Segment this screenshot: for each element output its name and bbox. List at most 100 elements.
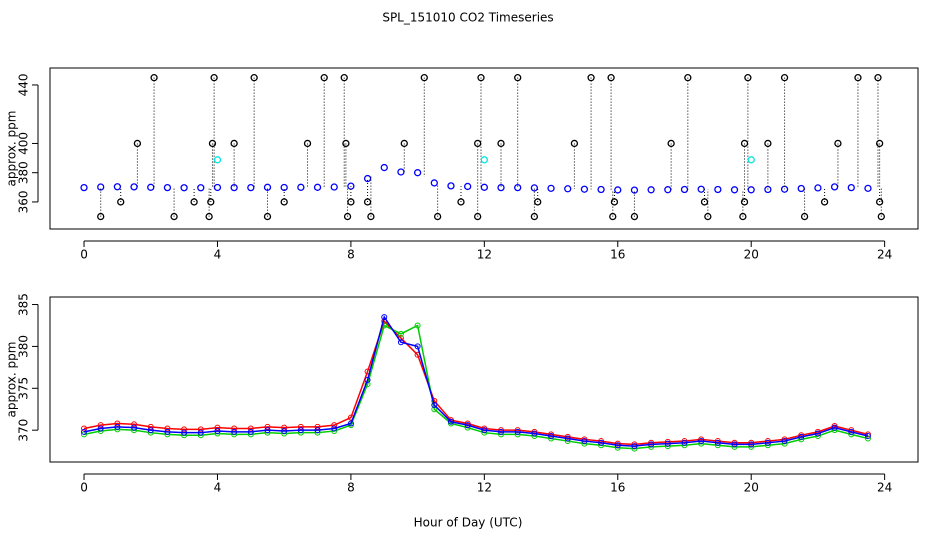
point [263, 212, 272, 221]
point [164, 425, 171, 432]
point [877, 212, 885, 221]
point [397, 168, 405, 176]
point [664, 438, 671, 445]
point [630, 212, 639, 221]
point [530, 212, 539, 221]
point [320, 74, 328, 82]
point [564, 433, 571, 440]
point [330, 183, 338, 191]
point [81, 428, 88, 435]
point [281, 424, 288, 431]
point [213, 183, 222, 192]
point [342, 139, 350, 148]
point [831, 424, 838, 431]
point [205, 212, 213, 221]
point [207, 198, 215, 206]
x-tick-label: 24 [877, 248, 892, 262]
point [474, 212, 482, 221]
point [480, 183, 488, 191]
point [704, 212, 712, 221]
point [420, 74, 428, 82]
y-tick-label: 400 [17, 132, 31, 155]
point [731, 441, 738, 448]
point [117, 198, 125, 206]
point [864, 431, 871, 438]
point [247, 183, 255, 192]
x-axis-label: Hour of Day (UTC) [414, 516, 523, 530]
point [598, 438, 605, 445]
point [214, 424, 221, 431]
point [400, 139, 408, 148]
point [497, 139, 505, 148]
y-tick-label: 385 [17, 293, 31, 316]
point [430, 179, 438, 187]
point [800, 212, 809, 221]
point [498, 428, 505, 435]
point [213, 156, 222, 164]
point [864, 184, 872, 192]
point [97, 425, 104, 432]
point [414, 343, 421, 350]
point [303, 139, 312, 148]
x-tick-label: 24 [877, 481, 892, 495]
x-tick-label: 12 [477, 481, 492, 495]
point [531, 430, 538, 437]
point [314, 427, 321, 434]
point [498, 427, 505, 434]
point [514, 427, 521, 434]
point [830, 183, 839, 191]
point [798, 433, 805, 440]
point [848, 428, 855, 435]
point [190, 198, 198, 206]
x-tick-label: 4 [214, 481, 222, 495]
point [714, 185, 722, 194]
point [477, 74, 485, 82]
point [740, 139, 749, 148]
point [607, 74, 615, 82]
point [297, 427, 304, 434]
point [631, 441, 638, 448]
point [714, 438, 721, 445]
y-axis-label: approx. ppm [5, 342, 19, 418]
point [331, 425, 338, 432]
y-tick-label: 375 [17, 377, 31, 400]
point [381, 314, 388, 321]
point [264, 423, 271, 430]
point [747, 156, 755, 164]
point [684, 74, 692, 82]
point [731, 439, 738, 446]
point [250, 74, 258, 82]
point [530, 184, 539, 192]
point [197, 426, 204, 433]
point [114, 423, 121, 430]
point [564, 185, 572, 193]
point [514, 74, 522, 82]
point [698, 436, 705, 443]
point [781, 436, 788, 443]
point [214, 428, 221, 435]
point [748, 441, 755, 448]
point [597, 185, 605, 194]
point [609, 212, 617, 221]
point [847, 183, 855, 192]
point [413, 169, 422, 177]
point [347, 420, 354, 427]
x-tick-label: 8 [347, 481, 355, 495]
point [447, 182, 455, 190]
point [531, 428, 538, 435]
point [180, 184, 188, 192]
y-tick-label: 360 [17, 190, 31, 213]
point [340, 74, 348, 82]
point [831, 422, 838, 429]
point [781, 438, 788, 445]
x-tick-label: 16 [610, 481, 625, 495]
y-tick-label: 440 [17, 74, 31, 97]
point [764, 139, 772, 148]
y-tick-label: 380 [17, 335, 31, 358]
point [97, 212, 105, 221]
point [739, 212, 747, 221]
point [697, 185, 705, 193]
y-tick-label: 380 [17, 161, 31, 184]
point [363, 174, 372, 183]
point [648, 439, 655, 446]
